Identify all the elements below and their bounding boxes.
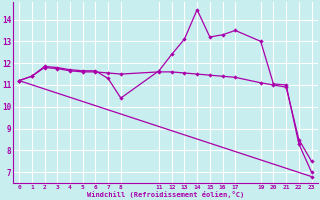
X-axis label: Windchill (Refroidissement éolien,°C): Windchill (Refroidissement éolien,°C) [87, 191, 244, 198]
